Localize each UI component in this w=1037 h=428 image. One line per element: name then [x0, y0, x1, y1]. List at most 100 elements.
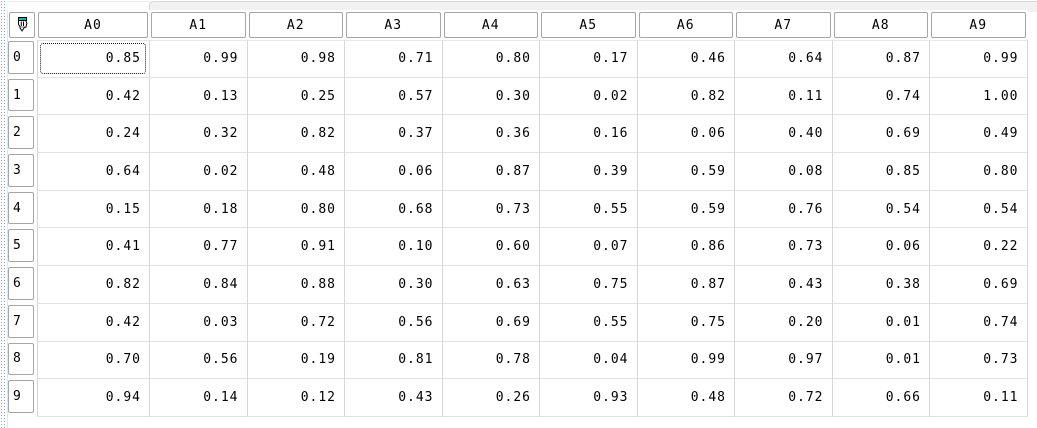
cell-2-A8[interactable]: 0.69: [832, 115, 930, 154]
cell-4-A1[interactable]: 0.18: [150, 190, 248, 229]
cell-1-A6[interactable]: 0.82: [637, 77, 735, 116]
cell-7-A1[interactable]: 0.03: [150, 303, 248, 342]
row-header-9[interactable]: 9: [8, 379, 37, 417]
column-header-A3[interactable]: A3: [345, 10, 443, 40]
cell-9-A6[interactable]: 0.48: [637, 379, 735, 417]
cell-5-A1[interactable]: 0.77: [150, 228, 248, 267]
cell-7-A7[interactable]: 0.20: [735, 303, 833, 342]
cell-8-A3[interactable]: 0.81: [345, 341, 443, 380]
cell-4-A8[interactable]: 0.54: [832, 190, 930, 229]
cell-0-A0[interactable]: 0.85: [37, 40, 150, 78]
cell-3-A8[interactable]: 0.85: [832, 153, 930, 191]
cell-5-A8[interactable]: 0.06: [832, 228, 930, 267]
cell-2-A7[interactable]: 0.40: [735, 115, 833, 154]
cell-6-A3[interactable]: 0.30: [345, 266, 443, 304]
cell-2-A0[interactable]: 0.24: [37, 115, 150, 154]
cell-5-A3[interactable]: 0.10: [345, 228, 443, 267]
cell-6-A7[interactable]: 0.43: [735, 266, 833, 304]
cell-5-A4[interactable]: 0.60: [442, 228, 540, 267]
cell-6-A1[interactable]: 0.84: [150, 266, 248, 304]
cell-3-A2[interactable]: 0.48: [247, 153, 345, 191]
cell-0-A8[interactable]: 0.87: [832, 40, 930, 78]
cell-3-A3[interactable]: 0.06: [345, 153, 443, 191]
cell-3-A5[interactable]: 0.39: [540, 153, 638, 191]
cell-2-A1[interactable]: 0.32: [150, 115, 248, 154]
column-header-A0[interactable]: A0: [37, 10, 150, 40]
cell-8-A2[interactable]: 0.19: [247, 341, 345, 380]
cell-8-A9[interactable]: 0.73: [930, 341, 1028, 380]
column-header-A5[interactable]: A5: [540, 10, 638, 40]
cell-5-A2[interactable]: 0.91: [247, 228, 345, 267]
cell-3-A6[interactable]: 0.59: [637, 153, 735, 191]
cell-2-A3[interactable]: 0.37: [345, 115, 443, 154]
row-header-0[interactable]: 0: [8, 40, 37, 78]
cell-6-A8[interactable]: 0.38: [832, 266, 930, 304]
cell-1-A2[interactable]: 0.25: [247, 77, 345, 116]
row-header-2[interactable]: 2: [8, 115, 37, 154]
cell-9-A9[interactable]: 0.11: [930, 379, 1028, 417]
row-header-5[interactable]: 5: [8, 228, 37, 267]
cell-6-A2[interactable]: 0.88: [247, 266, 345, 304]
cell-6-A9[interactable]: 0.69: [930, 266, 1028, 304]
cell-1-A7[interactable]: 0.11: [735, 77, 833, 116]
cell-0-A3[interactable]: 0.71: [345, 40, 443, 78]
column-header-A1[interactable]: A1: [150, 10, 248, 40]
cell-2-A2[interactable]: 0.82: [247, 115, 345, 154]
column-header-A6[interactable]: A6: [637, 10, 735, 40]
cell-9-A4[interactable]: 0.26: [442, 379, 540, 417]
cell-9-A8[interactable]: 0.66: [832, 379, 930, 417]
cell-3-A0[interactable]: 0.64: [37, 153, 150, 191]
cell-1-A8[interactable]: 0.74: [832, 77, 930, 116]
cell-3-A4[interactable]: 0.87: [442, 153, 540, 191]
cell-9-A5[interactable]: 0.93: [540, 379, 638, 417]
row-header-6[interactable]: 6: [8, 266, 37, 304]
cell-7-A5[interactable]: 0.55: [540, 303, 638, 342]
column-header-A8[interactable]: A8: [832, 10, 930, 40]
cell-8-A7[interactable]: 0.97: [735, 341, 833, 380]
cell-1-A0[interactable]: 0.42: [37, 77, 150, 116]
cell-5-A9[interactable]: 0.22: [930, 228, 1028, 267]
cell-0-A5[interactable]: 0.17: [540, 40, 638, 78]
cell-7-A8[interactable]: 0.01: [832, 303, 930, 342]
cell-5-A5[interactable]: 0.07: [540, 228, 638, 267]
column-header-A4[interactable]: A4: [442, 10, 540, 40]
cell-8-A8[interactable]: 0.01: [832, 341, 930, 380]
cell-0-A4[interactable]: 0.80: [442, 40, 540, 78]
cell-7-A2[interactable]: 0.72: [247, 303, 345, 342]
row-header-8[interactable]: 8: [8, 341, 37, 380]
cell-4-A7[interactable]: 0.76: [735, 190, 833, 229]
cell-5-A7[interactable]: 0.73: [735, 228, 833, 267]
cell-3-A1[interactable]: 0.02: [150, 153, 248, 191]
cell-1-A9[interactable]: 1.00: [930, 77, 1028, 116]
row-header-3[interactable]: 3: [8, 153, 37, 191]
cell-8-A0[interactable]: 0.70: [37, 341, 150, 380]
cell-3-A9[interactable]: 0.80: [930, 153, 1028, 191]
cell-8-A1[interactable]: 0.56: [150, 341, 248, 380]
cell-7-A4[interactable]: 0.69: [442, 303, 540, 342]
column-header-A2[interactable]: A2: [247, 10, 345, 40]
cell-7-A9[interactable]: 0.74: [930, 303, 1028, 342]
cell-4-A2[interactable]: 0.80: [247, 190, 345, 229]
cell-0-A2[interactable]: 0.98: [247, 40, 345, 78]
cell-7-A3[interactable]: 0.56: [345, 303, 443, 342]
cell-1-A5[interactable]: 0.02: [540, 77, 638, 116]
cell-1-A1[interactable]: 0.13: [150, 77, 248, 116]
cell-4-A5[interactable]: 0.55: [540, 190, 638, 229]
column-header-A9[interactable]: A9: [930, 10, 1028, 40]
cell-1-A3[interactable]: 0.57: [345, 77, 443, 116]
cell-8-A5[interactable]: 0.04: [540, 341, 638, 380]
cell-0-A6[interactable]: 0.46: [637, 40, 735, 78]
cell-5-A6[interactable]: 0.86: [637, 228, 735, 267]
cell-4-A3[interactable]: 0.68: [345, 190, 443, 229]
cell-1-A4[interactable]: 0.30: [442, 77, 540, 116]
cell-7-A0[interactable]: 0.42: [37, 303, 150, 342]
cell-6-A0[interactable]: 0.82: [37, 266, 150, 304]
cell-2-A6[interactable]: 0.06: [637, 115, 735, 154]
row-header-4[interactable]: 4: [8, 190, 37, 229]
cell-7-A6[interactable]: 0.75: [637, 303, 735, 342]
cell-9-A3[interactable]: 0.43: [345, 379, 443, 417]
cell-3-A7[interactable]: 0.08: [735, 153, 833, 191]
cell-4-A0[interactable]: 0.15: [37, 190, 150, 229]
cell-6-A5[interactable]: 0.75: [540, 266, 638, 304]
row-header-7[interactable]: 7: [8, 303, 37, 342]
